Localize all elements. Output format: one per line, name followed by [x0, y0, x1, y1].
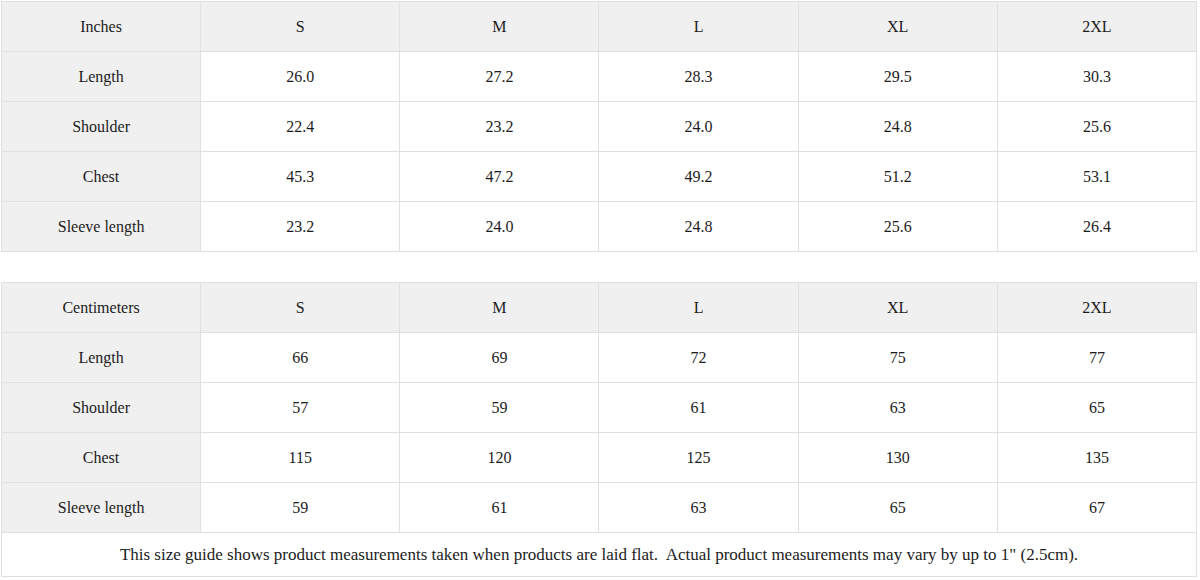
cell: 23.2 [400, 102, 599, 152]
cell: 67 [997, 483, 1196, 533]
row-label: Shoulder [2, 383, 201, 433]
cell: 22.4 [201, 102, 400, 152]
row-label: Length [2, 333, 201, 383]
row-label: Shoulder [2, 102, 201, 152]
cell: 66 [201, 333, 400, 383]
cell: 30.3 [997, 52, 1196, 102]
cell: 61 [599, 383, 798, 433]
cell: 24.0 [400, 202, 599, 252]
row-label: Sleeve length [2, 483, 201, 533]
cm-col-header-s: S [201, 283, 400, 333]
cm-row-chest: Chest 115 120 125 130 135 [2, 433, 1197, 483]
cell: 24.0 [599, 102, 798, 152]
inches-unit-label: Inches [2, 2, 201, 52]
cell: 28.3 [599, 52, 798, 102]
footer-row: This size guide shows product measuremen… [2, 533, 1197, 577]
row-label: Length [2, 52, 201, 102]
row-label: Chest [2, 152, 201, 202]
row-label: Sleeve length [2, 202, 201, 252]
section-spacer [2, 252, 1197, 283]
cm-col-header-m: M [400, 283, 599, 333]
cell: 25.6 [798, 202, 997, 252]
cm-row-sleeve-length: Sleeve length 59 61 63 65 67 [2, 483, 1197, 533]
inches-col-header-l: L [599, 2, 798, 52]
cell: 45.3 [201, 152, 400, 202]
cm-col-header-2xl: 2XL [997, 283, 1196, 333]
cm-unit-label: Centimeters [2, 283, 201, 333]
cell: 120 [400, 433, 599, 483]
cell: 59 [400, 383, 599, 433]
cell: 51.2 [798, 152, 997, 202]
cell: 24.8 [798, 102, 997, 152]
cell: 49.2 [599, 152, 798, 202]
cell: 47.2 [400, 152, 599, 202]
cell: 63 [599, 483, 798, 533]
cm-col-header-xl: XL [798, 283, 997, 333]
cell: 63 [798, 383, 997, 433]
cm-header-row: Centimeters S M L XL 2XL [2, 283, 1197, 333]
cell: 24.8 [599, 202, 798, 252]
cell: 25.6 [997, 102, 1196, 152]
cell: 135 [997, 433, 1196, 483]
cell: 57 [201, 383, 400, 433]
inches-col-header-m: M [400, 2, 599, 52]
cell: 27.2 [400, 52, 599, 102]
cell: 65 [997, 383, 1196, 433]
footer-note: This size guide shows product measuremen… [2, 533, 1197, 577]
inches-row-length: Length 26.0 27.2 28.3 29.5 30.3 [2, 52, 1197, 102]
inches-col-header-xl: XL [798, 2, 997, 52]
inches-col-header-2xl: 2XL [997, 2, 1196, 52]
cell: 61 [400, 483, 599, 533]
cm-row-length: Length 66 69 72 75 77 [2, 333, 1197, 383]
cell: 23.2 [201, 202, 400, 252]
row-label: Chest [2, 433, 201, 483]
inches-col-header-s: S [201, 2, 400, 52]
cell: 77 [997, 333, 1196, 383]
cell: 29.5 [798, 52, 997, 102]
cm-row-shoulder: Shoulder 57 59 61 63 65 [2, 383, 1197, 433]
cell: 125 [599, 433, 798, 483]
inches-row-chest: Chest 45.3 47.2 49.2 51.2 53.1 [2, 152, 1197, 202]
cell: 72 [599, 333, 798, 383]
cell: 59 [201, 483, 400, 533]
cell: 130 [798, 433, 997, 483]
cell: 53.1 [997, 152, 1196, 202]
inches-header-row: Inches S M L XL 2XL [2, 2, 1197, 52]
cell: 69 [400, 333, 599, 383]
cell: 75 [798, 333, 997, 383]
inches-row-sleeve-length: Sleeve length 23.2 24.0 24.8 25.6 26.4 [2, 202, 1197, 252]
cell: 65 [798, 483, 997, 533]
cell: 115 [201, 433, 400, 483]
inches-row-shoulder: Shoulder 22.4 23.2 24.0 24.8 25.6 [2, 102, 1197, 152]
cm-col-header-l: L [599, 283, 798, 333]
section-spacer-row [2, 252, 1197, 283]
cell: 26.0 [201, 52, 400, 102]
size-guide-table: Inches S M L XL 2XL Length 26.0 27.2 28.… [1, 1, 1197, 577]
cell: 26.4 [997, 202, 1196, 252]
